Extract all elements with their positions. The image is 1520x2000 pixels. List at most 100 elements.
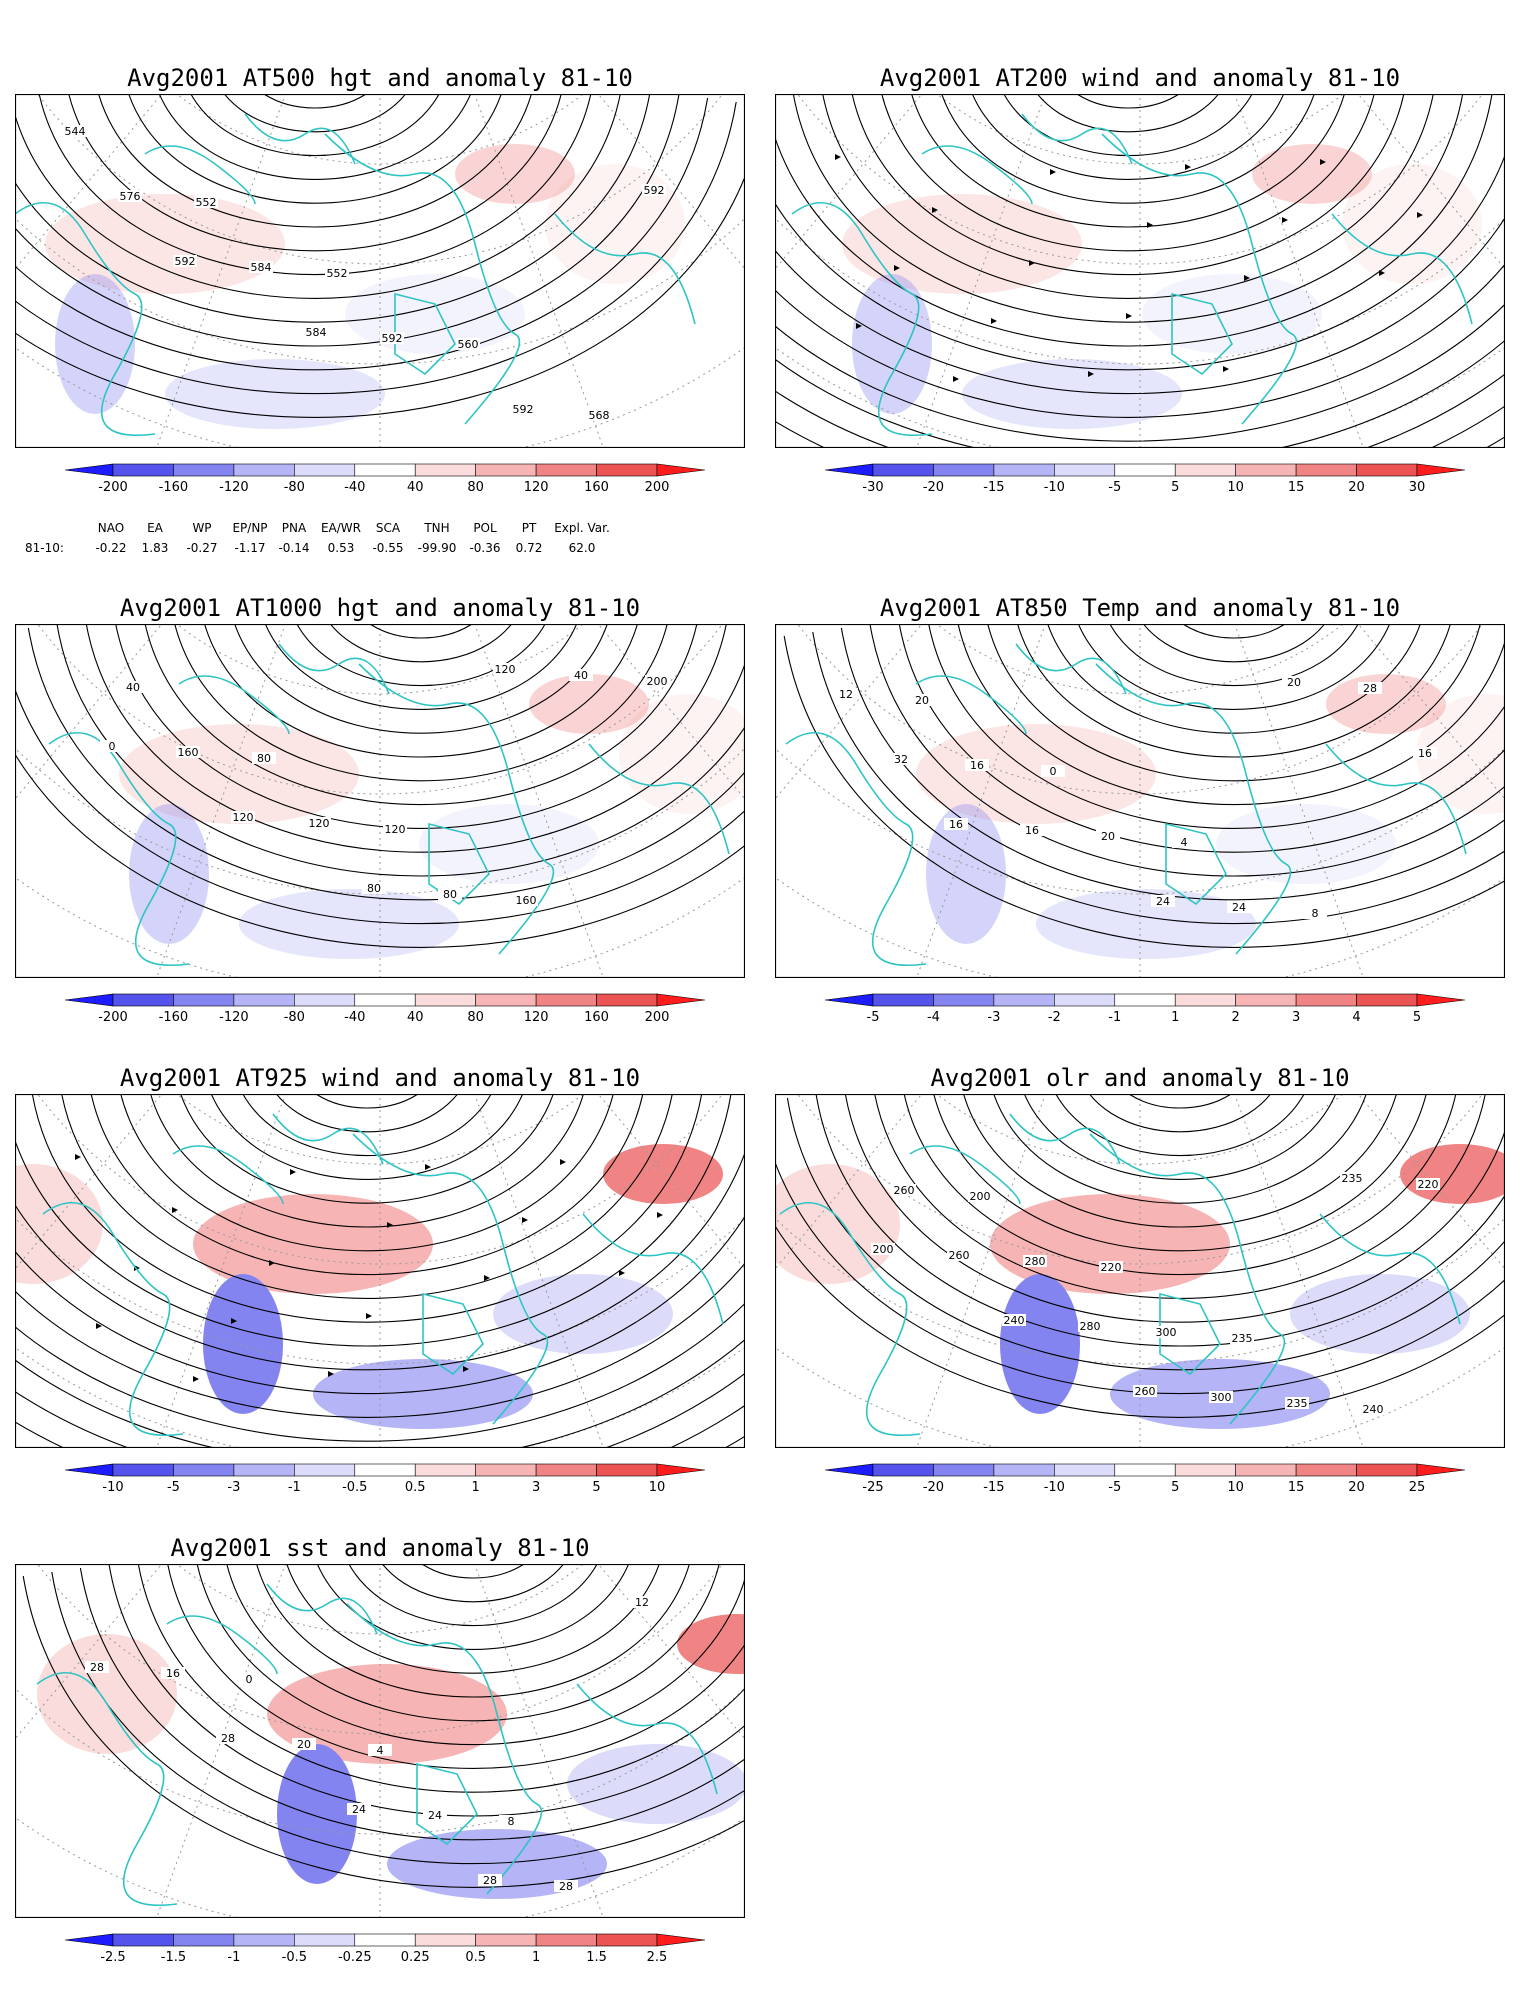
coastline (1089, 1133, 1286, 1425)
flow-arrow (1088, 371, 1094, 377)
graticule (15, 94, 745, 448)
colorbar-segment (294, 463, 356, 477)
colorbar-arrow-low (824, 993, 874, 1007)
contour-label: 24 (1232, 901, 1246, 914)
panel-title: Avg2001 AT200 wind and anomaly 81-10 (879, 64, 1401, 92)
colorbar-segment (1054, 993, 1116, 1007)
contour-line (144, 624, 698, 806)
contour-line (79, 1567, 745, 1841)
colorbar-segment (233, 463, 295, 477)
contour-label: 80 (257, 752, 271, 765)
contour-line (85, 624, 745, 853)
colorbar-segment (112, 1463, 174, 1477)
colorbar-tick-label: -15 (983, 480, 1004, 495)
contour-line (928, 624, 1505, 829)
contour-line (783, 635, 1505, 948)
colorbar-svg: -200 -160 -120 -80 -40 40 80 120 160 200 (64, 993, 706, 1025)
panel-title: Avg2001 AT500 hgt and anomaly 81-10 (127, 64, 633, 92)
colorbar-segment (1174, 993, 1236, 1007)
streamline (315, 1094, 419, 1109)
colorbar-tick-label: -2 (1048, 1010, 1061, 1025)
anomaly-region (203, 1274, 283, 1414)
colorbar-tick-label: -120 (219, 480, 249, 495)
colorbar-tick-label: 3 (1292, 1010, 1300, 1025)
coastlines (36, 1583, 718, 1906)
anomaly-region (1290, 1274, 1470, 1354)
map-850temp: 20 0 4 8 12 16 20 24 28 32 16 24 20 16 16 (775, 624, 1505, 978)
contour-line (167, 1564, 745, 1769)
coastline (358, 663, 555, 955)
index-header: PT (522, 521, 537, 535)
index-value: 62.0 (569, 541, 596, 555)
coastline (1021, 113, 1133, 165)
colorbar-tick-label: 5 (1171, 1480, 1179, 1495)
anomaly-region (15, 1164, 103, 1284)
colorbar-segment (475, 463, 537, 477)
colorbar-segment (535, 993, 597, 1007)
colorbar-tick-label: 80 (467, 480, 484, 495)
anomaly-shading (119, 674, 745, 959)
flow-arrow (619, 1270, 625, 1276)
streamlines (15, 1094, 745, 1448)
contour-label: 300 (1211, 1391, 1232, 1404)
contour-line (775, 1160, 1505, 1394)
contour-line (1142, 624, 1326, 663)
colorbar-tick-label: 4 (1352, 1010, 1360, 1025)
coastline (1009, 1113, 1121, 1165)
colorbar-tick-label: 30 (1409, 480, 1426, 495)
contour-line (812, 631, 1505, 924)
flow-arrow (657, 1212, 663, 1218)
contour-label: 16 (1418, 747, 1432, 760)
map-200wind (775, 94, 1505, 448)
colorbar-tick-label: -10 (102, 1480, 123, 1495)
contour-label: 584 (251, 261, 272, 274)
colorbar-segment (354, 1933, 416, 1947)
streamline (1003, 94, 1253, 157)
contour-line (226, 1564, 720, 1722)
contour-label: 16 (949, 818, 963, 831)
contour-label: 576 (120, 190, 141, 203)
colorbar-tick-label: -5 (867, 1010, 880, 1025)
streamline (15, 1094, 732, 1347)
contour-line (15, 687, 745, 924)
colorbar-arrow-low (64, 463, 114, 477)
contour-line (68, 94, 562, 252)
colorbar-segment (233, 1933, 295, 1947)
flow-arrow (560, 1159, 566, 1165)
contour-label: 4 (377, 1744, 384, 1757)
coastline (144, 145, 256, 205)
colorbar-tick-label: -40 (344, 480, 365, 495)
flow-arrow (484, 1275, 490, 1281)
colorbar-segment (1235, 463, 1297, 477)
contour-line (317, 1564, 629, 1650)
anomaly-region (193, 1194, 433, 1294)
colorbar-arrow-low (64, 1463, 114, 1477)
coastline (42, 1202, 184, 1436)
panel-title: Avg2001 olr and anomaly 81-10 (930, 1064, 1350, 1092)
contour-line (903, 1094, 1457, 1276)
colorbar-tick-label: 200 (645, 480, 670, 495)
contour-line (98, 94, 532, 228)
map-svg: 0 4 8 12 16 20 24 28 28 28 24 28 (15, 1564, 745, 1918)
colorbar-tick-label: -10 (1044, 480, 1065, 495)
colorbar-tick-label: -1 (288, 1480, 301, 1495)
contour-label: 120 (309, 817, 330, 830)
colorbar-tick-label: -5 (167, 1480, 180, 1495)
contour-line (190, 94, 440, 157)
contour-line (815, 1094, 1505, 1347)
anomaly-region (55, 274, 135, 414)
contour-label: 240 (1363, 1403, 1384, 1416)
contours (783, 624, 1505, 948)
map-1000hgt: 40 80 120 160 200 160 120 80 40 0 120 80 120 (15, 624, 745, 978)
streamline (851, 94, 1405, 276)
colorbar-segment (1295, 463, 1357, 477)
coastline (166, 1615, 278, 1675)
contour-label: 8 (508, 1815, 515, 1828)
colorbar-segment (414, 1463, 476, 1477)
contour-label: 584 (306, 326, 327, 339)
colorbar-segment (1295, 1463, 1357, 1477)
coastline (422, 1292, 484, 1376)
anomaly-region (1252, 144, 1372, 204)
contour-line (329, 624, 513, 663)
anomaly-region (239, 889, 459, 959)
